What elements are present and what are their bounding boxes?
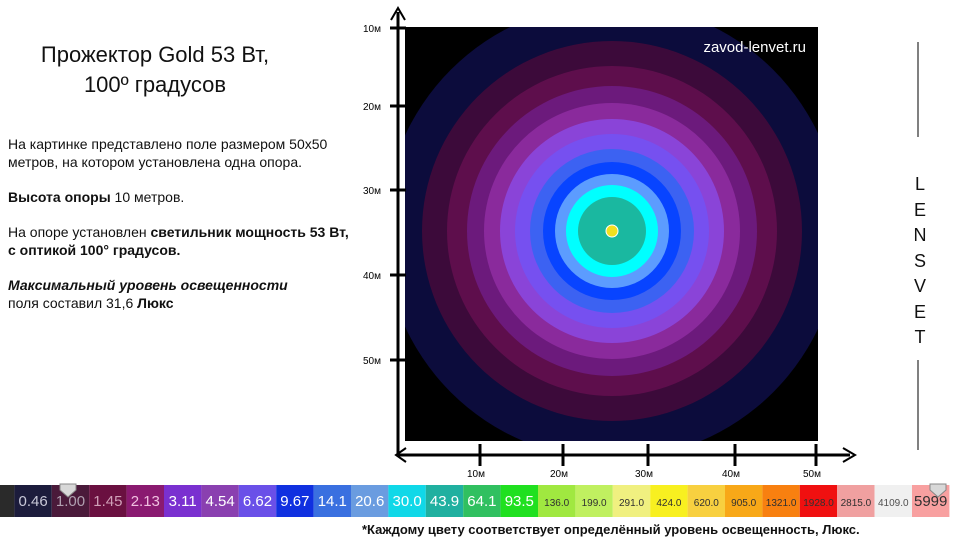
scale-label: 620.0 — [694, 498, 719, 509]
scale-cell — [762, 485, 800, 517]
scale-label: 1928.0 — [803, 498, 834, 509]
scale-label: 43.9 — [430, 493, 459, 510]
bold-italic-text: Максимальный уровень освещенности — [8, 277, 288, 293]
paragraph: Максимальный уровень освещенности поля со… — [8, 276, 358, 312]
text: поля составил 31,6 — [8, 295, 138, 311]
brand-letter: E — [913, 199, 926, 220]
scale-cell — [837, 485, 875, 517]
scale-cell — [725, 485, 763, 517]
scale-cell — [687, 485, 725, 517]
scale-cell — [14, 485, 52, 517]
text: На опоре установлен — [8, 224, 151, 240]
footnote: *Каждому цвету соответствует определённы… — [362, 522, 860, 537]
paragraph: На опоре установлен светильник мощность … — [8, 223, 358, 259]
axis-label: 50м — [803, 469, 821, 480]
scale-cell — [575, 485, 613, 517]
axis-label: 40м — [722, 469, 740, 480]
description: На картинке представлено поле размером 5… — [8, 135, 358, 329]
scale-label: 2815.0 — [841, 498, 872, 509]
scale-label: 5999 — [914, 493, 947, 510]
title-line: 100º градусов — [83, 72, 227, 97]
scale-cell — [425, 485, 464, 517]
scale-cell — [126, 485, 164, 517]
brand-letter: T — [914, 327, 926, 347]
bold-text: Люкс — [137, 295, 174, 311]
brand-letter: N — [913, 225, 927, 245]
scale-label: 291.0 — [619, 498, 644, 509]
scale-label: 136.0 — [544, 498, 569, 509]
axis-label: 10м — [467, 469, 485, 480]
scale-cell — [463, 485, 501, 517]
scale-cell — [238, 485, 277, 517]
watermark: zavod-lenvet.ru — [703, 39, 806, 56]
axis-label: 10м — [363, 24, 381, 35]
axis-label: 20м — [363, 102, 381, 113]
arrow — [390, 6, 406, 21]
scale-label: 64.1 — [467, 493, 496, 510]
scale-label: 14.1 — [318, 493, 347, 510]
luminaire — [605, 224, 619, 238]
scale-cell — [874, 485, 912, 517]
bold-text: светильник мощность 53 Вт, с оптикой 100… — [8, 224, 349, 258]
scale-label: 199.0 — [582, 498, 607, 509]
axis-label: 40м — [363, 271, 381, 282]
scale-label: 1.45 — [93, 493, 122, 510]
axis-label: 20м — [550, 469, 568, 480]
scale-cell — [388, 485, 426, 517]
scale-label: 0.46 — [18, 493, 47, 510]
title: Прожектор Gold 53 Вт, 100º градусов — [0, 40, 310, 100]
scale-label: 3.11 — [169, 493, 197, 510]
brand-letter: L — [914, 174, 925, 194]
axis-label: 50м — [363, 356, 381, 367]
slider-marker — [929, 483, 947, 498]
scale-cell — [201, 485, 239, 517]
scale-label: 4.54 — [205, 493, 234, 510]
axis-label: 30м — [363, 186, 381, 197]
bold-text: Высота опоры — [8, 189, 111, 205]
arrow — [842, 447, 857, 463]
scale-cell — [89, 485, 127, 517]
scale-cell — [0, 485, 15, 517]
scale-cell — [799, 485, 838, 517]
scale-label: 30.0 — [392, 493, 421, 510]
scale-label: 905.0 — [731, 498, 756, 509]
scale-label: 93.5 — [505, 493, 534, 510]
scale-cell — [313, 485, 351, 517]
scale-label: 2.13 — [131, 493, 160, 510]
scale-cell — [164, 485, 202, 517]
title-line: Прожектор Gold 53 Вт, — [40, 42, 270, 67]
scale-label: 9.67 — [280, 493, 309, 510]
scale-cell — [538, 485, 576, 517]
scale-cell — [650, 485, 688, 517]
scale-label: 4109.0 — [878, 498, 909, 509]
axis-label: 30м — [635, 469, 653, 480]
brand-letter: V — [913, 276, 926, 296]
scale-label: 6.62 — [243, 493, 272, 510]
scale-cell — [351, 485, 389, 517]
text: 10 метров. — [110, 189, 185, 205]
scale-cell — [276, 485, 314, 517]
arrow — [394, 447, 407, 463]
paragraph: Высота опоры 10 метров. — [8, 188, 358, 206]
paragraph: На картинке представлено поле размером 5… — [8, 136, 328, 170]
slider-marker — [59, 483, 77, 498]
scale-label: 1.00 — [56, 493, 85, 510]
scale-label: 20.6 — [355, 493, 384, 510]
brand-letter: S — [913, 250, 926, 271]
scale-cell — [612, 485, 651, 517]
scale-cell — [500, 485, 538, 517]
scale-label: 1321.0 — [766, 498, 797, 509]
scale-label: 424.0 — [656, 498, 681, 509]
brand-letter: E — [913, 301, 926, 322]
